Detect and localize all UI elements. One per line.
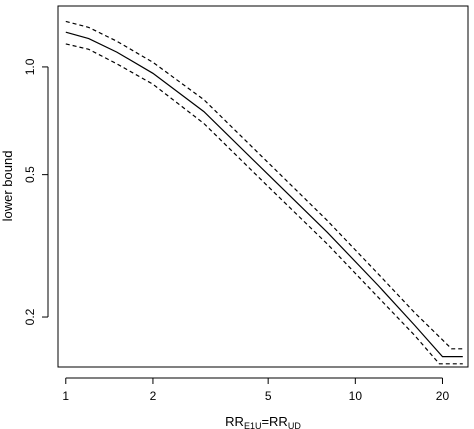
- y-tick-label: 0.2: [23, 308, 37, 325]
- x-axis-label-eq: =RR: [261, 414, 287, 429]
- x-tick-label: 20: [436, 389, 450, 403]
- y-axis: 0.2 0.5 1.0: [23, 58, 48, 325]
- series-line-1: [66, 21, 463, 348]
- x-axis-label-sub1: E1U: [244, 421, 262, 429]
- y-tick-label: 1.0: [23, 58, 37, 75]
- x-tick-label: 5: [265, 389, 272, 403]
- plot-frame: [58, 6, 468, 367]
- x-tick-label: 1: [62, 389, 69, 403]
- y-tick-label: 0.5: [23, 166, 37, 183]
- x-tick-label: 2: [150, 389, 157, 403]
- x-tick-label: 10: [349, 389, 363, 403]
- x-axis-label-sub2: UD: [288, 421, 301, 429]
- y-axis-label: lower bound: [0, 151, 15, 222]
- series-line-0: [66, 32, 463, 356]
- x-axis-label: RRE1U=RRUD: [225, 414, 301, 429]
- x-axis-label-main: RR: [225, 414, 244, 429]
- series-layer: [66, 21, 463, 363]
- x-axis: 1 2 5 10 20: [62, 378, 449, 403]
- series-line-2: [66, 44, 463, 364]
